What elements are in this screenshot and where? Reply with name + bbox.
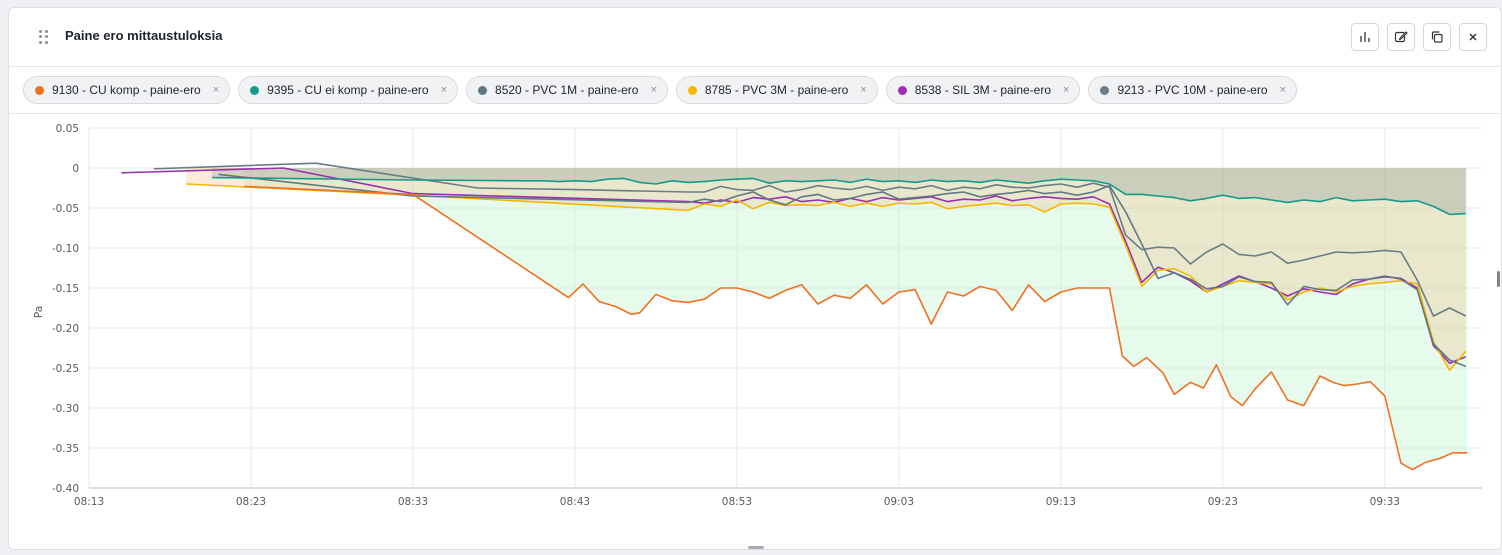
x-tick-label: 09:33 bbox=[1370, 496, 1400, 508]
x-tick-label: 08:33 bbox=[398, 496, 428, 508]
legend-label: 9213 - PVC 10M - paine-ero bbox=[1117, 83, 1268, 97]
legend-color-dot bbox=[687, 85, 697, 95]
legend-chip[interactable]: 8538 - SIL 3M - paine-ero × bbox=[885, 76, 1081, 104]
series-line bbox=[218, 173, 1467, 368]
close-widget-button[interactable] bbox=[1459, 23, 1487, 51]
legend-label: 9395 - CU ei komp - paine-ero bbox=[267, 83, 429, 97]
series-area-fill bbox=[212, 168, 1466, 215]
duplicate-button[interactable] bbox=[1423, 23, 1451, 51]
legend: 9130 - CU komp - paine-ero × 9395 - CU ei … bbox=[23, 76, 1297, 104]
series-line bbox=[244, 185, 1468, 471]
y-axis-label: Pa bbox=[33, 306, 45, 318]
y-tick-label: -0.40 bbox=[52, 483, 79, 495]
copy-icon bbox=[1431, 31, 1443, 43]
chart-area: 0.05 0 -0.05 -0.10 -0.15 -0.20 -0.25 -0.30 -0.35… bbox=[9, 8, 1501, 549]
legend-label: 8538 - SIL 3M - paine-ero bbox=[914, 83, 1052, 97]
legend-label: 9130 - CU komp - paine-ero bbox=[52, 83, 201, 97]
legend-color-dot bbox=[897, 85, 907, 95]
bar-chart-icon bbox=[1360, 32, 1370, 42]
chart-type-button[interactable] bbox=[1351, 23, 1379, 51]
legend-chip[interactable]: 8520 - PVC 1M - paine-ero × bbox=[466, 76, 668, 104]
edit-button[interactable] bbox=[1387, 23, 1415, 51]
x-tick-label: 09:23 bbox=[1208, 496, 1238, 508]
legend-color-dot bbox=[478, 85, 488, 95]
remove-series-icon[interactable]: × bbox=[440, 84, 448, 96]
y-tick-label: -0.20 bbox=[52, 323, 79, 335]
legend-color-dot bbox=[250, 85, 260, 95]
y-tick-label: -0.25 bbox=[52, 363, 79, 375]
line-chart: 0.05 0 -0.05 -0.10 -0.15 -0.20 -0.25 -0.30 -0.35… bbox=[33, 123, 1482, 508]
widget-header: Paine ero mittaustuloksia bbox=[9, 8, 1501, 67]
close-icon bbox=[1469, 33, 1477, 41]
legend-chip[interactable]: 8785 - PVC 3M - paine-ero × bbox=[675, 76, 878, 104]
x-tick-label: 09:13 bbox=[1046, 496, 1076, 508]
y-tick-label: -0.05 bbox=[52, 203, 79, 215]
x-tick-label: 08:43 bbox=[560, 496, 590, 508]
y-tick-label: -0.10 bbox=[52, 243, 79, 255]
y-tick-label: 0 bbox=[72, 163, 79, 175]
divider bbox=[9, 113, 1501, 114]
legend-color-dot bbox=[35, 85, 44, 95]
y-tick-label: -0.35 bbox=[52, 443, 79, 455]
chart-widget: Paine ero mittaustuloksia bbox=[8, 7, 1502, 550]
legend-color-dot bbox=[1100, 85, 1110, 95]
remove-series-icon[interactable]: × bbox=[860, 84, 867, 96]
x-tick-label: 08:23 bbox=[236, 496, 266, 508]
y-tick-label: -0.15 bbox=[52, 283, 79, 295]
y-tick-label: -0.30 bbox=[52, 403, 79, 415]
remove-series-icon[interactable]: × bbox=[650, 84, 657, 96]
drag-handle-icon[interactable] bbox=[39, 30, 49, 44]
edit-icon bbox=[1394, 31, 1408, 43]
series-line bbox=[212, 176, 1466, 216]
series-line bbox=[121, 167, 1467, 364]
series-line bbox=[153, 162, 1467, 317]
legend-label: 8785 - PVC 3M - paine-ero bbox=[704, 83, 849, 97]
x-tick-label: 09:03 bbox=[884, 496, 914, 508]
widget-title: Paine ero mittaustuloksia bbox=[65, 28, 223, 43]
resize-handle[interactable] bbox=[748, 546, 764, 549]
x-tick-label: 08:13 bbox=[74, 496, 104, 508]
legend-label: 8520 - PVC 1M - paine-ero bbox=[495, 83, 639, 97]
series-area-fill bbox=[244, 168, 1468, 470]
legend-chip[interactable]: 9213 - PVC 10M - paine-ero × bbox=[1088, 76, 1297, 104]
side-resize-handle[interactable] bbox=[1497, 271, 1500, 287]
legend-chip[interactable]: 9395 - CU ei komp - paine-ero × bbox=[238, 76, 459, 104]
y-tick-label: 0.05 bbox=[56, 123, 79, 135]
legend-chip[interactable]: 9130 - CU komp - paine-ero × bbox=[23, 76, 231, 104]
x-tick-label: 08:53 bbox=[722, 496, 752, 508]
widget-toolbar bbox=[1351, 23, 1487, 51]
remove-series-icon[interactable]: × bbox=[1279, 84, 1286, 96]
series-area-fill bbox=[186, 168, 1466, 371]
remove-series-icon[interactable]: × bbox=[1063, 84, 1070, 96]
remove-series-icon[interactable]: × bbox=[212, 84, 220, 96]
